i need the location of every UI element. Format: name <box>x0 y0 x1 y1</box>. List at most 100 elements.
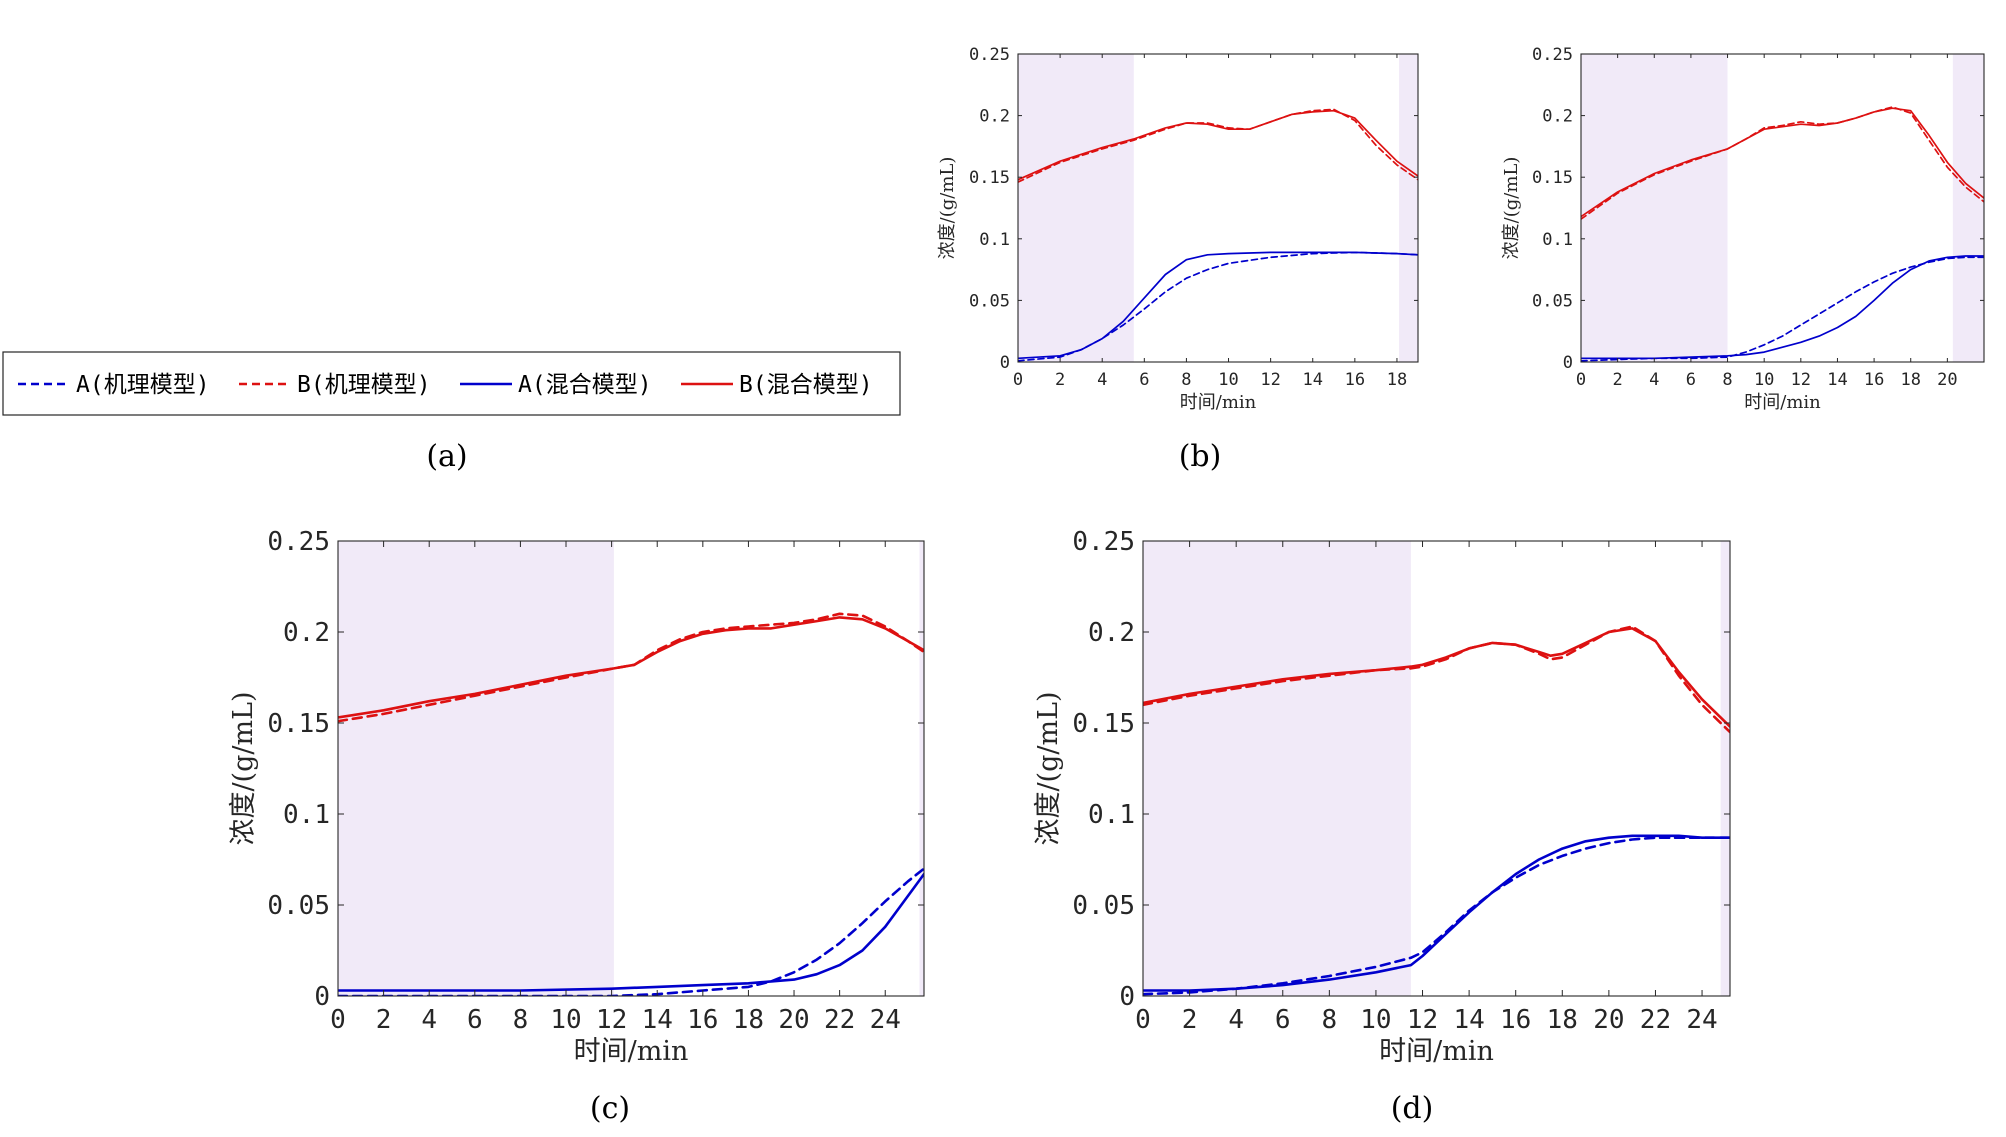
y-tick-label: 0.2 <box>979 107 1010 127</box>
x-tick-label: 16 <box>687 1005 718 1035</box>
caption-c: (c) <box>590 1091 630 1126</box>
x-tick-label: 16 <box>1345 370 1365 390</box>
x-tick-label: 8 <box>1722 370 1732 390</box>
x-tick-label: 0 <box>1135 1005 1151 1035</box>
y-tick-label: 0.15 <box>1072 709 1135 739</box>
axes-box <box>1580 53 1985 363</box>
x-tick-label: 20 <box>1593 1005 1624 1035</box>
y-tick-label: 0.1 <box>1542 230 1573 250</box>
x-tick-label: 0 <box>330 1005 346 1035</box>
series-line-B_mech <box>1581 106 1984 220</box>
shaded-region <box>1143 541 1411 996</box>
series-line-B_hyb <box>1143 627 1730 728</box>
y-tick-label: 0.05 <box>1072 891 1135 921</box>
x-tick-label: 4 <box>1649 370 1659 390</box>
shaded-region <box>1720 541 1730 996</box>
y-tick-label: 0.05 <box>1532 291 1573 311</box>
legend-entry: A(机理模型) <box>18 372 210 398</box>
y-axis-label: 浓度/(g/mL) <box>1501 157 1522 260</box>
x-tick-label: 2 <box>1055 370 1065 390</box>
x-axis-label: 时间/min <box>574 1036 689 1067</box>
x-tick-label: 20 <box>778 1005 809 1035</box>
y-tick-label: 0.2 <box>1088 618 1135 648</box>
y-tick-label: 0.15 <box>969 168 1010 188</box>
y-axis-label: 浓度/(g/mL) <box>228 691 259 845</box>
x-tick-label: 6 <box>1139 370 1149 390</box>
x-tick-label: 2 <box>1182 1005 1198 1035</box>
caption-d: (d) <box>1391 1091 1434 1126</box>
x-tick-label: 0 <box>1576 370 1586 390</box>
chart-c: 0 2 4 6 8 10 12 14 16 18 20 22 2400.050.10.150.20.25… <box>228 527 925 1067</box>
x-tick-label: 14 <box>1453 1005 1484 1035</box>
y-tick-label: 0.2 <box>283 618 330 648</box>
x-tick-label: 18 <box>1900 370 1920 390</box>
x-tick-label: 18 <box>733 1005 764 1035</box>
x-tick-label: 10 <box>550 1005 581 1035</box>
x-tick-label: 2 <box>1613 370 1623 390</box>
x-tick-label: 6 <box>467 1005 483 1035</box>
shaded-region <box>1952 54 1984 362</box>
series-line-B_hyb <box>1018 109 1418 181</box>
shaded-region <box>1399 54 1418 362</box>
series-line-A_hyb <box>1143 834 1730 992</box>
y-axis-label: 浓度/(g/mL) <box>937 157 958 260</box>
legend-entry: A(混合模型) <box>460 372 652 398</box>
x-tick-label: 12 <box>1791 370 1811 390</box>
x-tick-label: 10 <box>1218 370 1238 390</box>
x-tick-label: 12 <box>1407 1005 1438 1035</box>
x-tick-label: 2 <box>376 1005 392 1035</box>
x-axis-label: 时间/min <box>1180 392 1257 413</box>
x-tick-label: 4 <box>1097 370 1107 390</box>
y-axis-label: 浓度/(g/mL) <box>1033 691 1064 845</box>
x-tick-label: 20 <box>1937 370 1957 390</box>
legend-label: A(混合模型) <box>518 372 652 398</box>
x-tick-label: 8 <box>1322 1005 1338 1035</box>
x-tick-label: 24 <box>1686 1005 1717 1035</box>
y-tick-label: 0 <box>1119 982 1135 1012</box>
y-tick-label: 0.1 <box>1088 800 1135 830</box>
x-tick-label: 10 <box>1360 1005 1391 1035</box>
y-tick-label: 0 <box>1563 353 1573 373</box>
y-tick-label: 0.05 <box>969 291 1010 311</box>
x-tick-label: 14 <box>642 1005 673 1035</box>
y-tick-label: 0.1 <box>283 800 330 830</box>
caption-a: (a) <box>426 439 467 474</box>
y-tick-label: 0.15 <box>1532 168 1573 188</box>
x-tick-label: 6 <box>1686 370 1696 390</box>
y-tick-label: 0.25 <box>969 45 1010 65</box>
x-tick-label: 8 <box>1181 370 1191 390</box>
y-tick-label: 0.25 <box>1532 45 1573 65</box>
x-tick-label: 10 <box>1754 370 1774 390</box>
x-tick-label: 16 <box>1864 370 1884 390</box>
x-tick-label: 6 <box>1275 1005 1291 1035</box>
y-tick-label: 0 <box>1000 353 1010 373</box>
x-tick-label: 22 <box>824 1005 855 1035</box>
axes-box <box>337 540 925 997</box>
shaded-region <box>338 541 614 996</box>
chart-b2: 0 2 4 6 8 10 12 14 16 18 20 0 0.05 0.1 0.15 0.2 0.25 时间/m… <box>1501 45 1985 413</box>
x-tick-label: 12 <box>596 1005 627 1035</box>
y-tick-label: 0.1 <box>979 230 1010 250</box>
series-line-B_hyb <box>1581 107 1984 218</box>
shaded-region <box>919 541 924 996</box>
x-tick-label: 22 <box>1640 1005 1671 1035</box>
series-line-B_mech <box>338 612 924 723</box>
series-line-B_hyb <box>338 616 924 719</box>
chart-b1: 0 2 4 6 8 10 12 14 16 18 0 0.05 0.1 0.15 0.2 0.25 时间/min… <box>937 45 1419 413</box>
x-tick-label: 18 <box>1387 370 1407 390</box>
legend-label: B(混合模型) <box>739 372 873 398</box>
legend-label: B(机理模型) <box>297 372 431 398</box>
x-tick-label: 12 <box>1260 370 1280 390</box>
caption-b: (b) <box>1179 439 1222 474</box>
x-axis-label: 时间/min <box>1744 392 1821 413</box>
y-tick-label: 0 <box>314 982 330 1012</box>
series-line-A_hyb <box>338 872 924 992</box>
x-tick-label: 14 <box>1302 370 1322 390</box>
x-tick-label: 8 <box>513 1005 529 1035</box>
x-tick-label: 0 <box>1013 370 1023 390</box>
x-tick-label: 24 <box>870 1005 901 1035</box>
legend-entry: B(混合模型) <box>681 372 873 398</box>
shaded-region <box>1018 54 1134 362</box>
x-axis-label: 时间/min <box>1379 1036 1494 1067</box>
